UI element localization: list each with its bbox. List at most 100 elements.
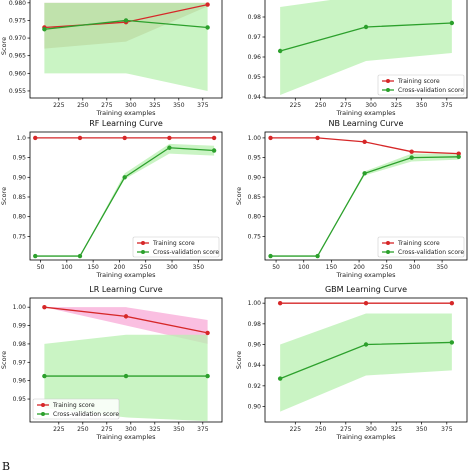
axes-frame — [29, 131, 223, 261]
x-tick-label: 350 — [173, 102, 185, 109]
y-tick-label: 0.96 — [13, 378, 27, 385]
x-tick-label: 225 — [53, 426, 65, 433]
y-tick-label: 0.80 — [13, 214, 27, 221]
y-tick-label: 0.96 — [248, 54, 262, 61]
y-tick-label: 0.99 — [13, 323, 27, 330]
cv-score-band — [280, 0, 452, 95]
x-tick-label: 200 — [353, 264, 365, 271]
axes-frame — [264, 297, 468, 423]
x-axis-label: Training examples — [95, 271, 156, 279]
y-tick-label: 0.90 — [13, 174, 27, 181]
legend-label: Training score — [397, 78, 440, 85]
x-tick-label: 50 — [37, 264, 45, 271]
x-tick-label: 375 — [441, 426, 453, 433]
legend-swatch-marker — [141, 241, 145, 245]
legend: Training score Cross-validation score — [32, 398, 120, 420]
x-tick-label: 300 — [125, 102, 137, 109]
cv-score-point — [456, 154, 461, 160]
training-score-point — [409, 149, 414, 154]
legend-box — [32, 398, 120, 420]
x-tick-label: 275 — [340, 102, 352, 109]
y-tick-label: 1.00 — [248, 135, 262, 142]
x-tick-label: 150 — [326, 264, 338, 271]
y-tick-label: 0.95 — [13, 396, 27, 403]
legend: Training score Cross-validation score — [132, 236, 220, 258]
y-axis-label: Score — [0, 187, 8, 205]
training-score-point — [449, 300, 455, 306]
y-tick-label: 0.95 — [248, 74, 262, 81]
y-tick-label: 0.960 — [9, 70, 26, 77]
x-tick-label: 300 — [125, 426, 137, 433]
training-score-point — [77, 135, 83, 141]
x-tick-label: 350 — [193, 264, 205, 271]
legend-label: Training score — [152, 240, 195, 247]
axes-frame — [264, 0, 468, 99]
legend-swatch-marker — [386, 88, 390, 92]
training-score-point — [33, 135, 38, 141]
x-tick-label: 375 — [197, 426, 209, 433]
legend-box — [132, 236, 220, 258]
cv-score-point — [167, 145, 172, 150]
cv-score-point — [363, 342, 369, 347]
y-axis-label: Score — [0, 351, 8, 369]
cv-score-point — [205, 25, 210, 30]
y-axis-label: Score — [235, 351, 243, 369]
plot-area — [277, 0, 455, 95]
training-score-band — [44, 307, 208, 344]
y-tick-label: 0.98 — [248, 14, 262, 21]
x-tick-label: 300 — [365, 426, 377, 433]
x-tick-label: 300 — [166, 264, 178, 271]
x-tick-label: 375 — [441, 102, 453, 109]
legend-swatch-marker — [41, 403, 45, 407]
chart-title: GBM Learning Curve — [325, 285, 407, 294]
legend-swatch-marker — [386, 250, 390, 254]
legend-swatch-marker — [41, 412, 45, 416]
y-tick-label: 0.85 — [248, 194, 262, 201]
training-score-point — [277, 300, 283, 306]
x-tick-label: 150 — [87, 264, 99, 271]
chart-panel-3: 50 100 150 200 250 300 350 0.75 0.80 0.85 0.90 0.95… — [0, 119, 223, 279]
x-axis-label: Training examples — [335, 433, 396, 441]
legend-label: Training score — [397, 240, 440, 247]
y-tick-label: 0.955 — [9, 88, 26, 95]
y-tick-label: 0.94 — [248, 362, 262, 369]
y-axis-label: Score — [235, 187, 243, 205]
chart-title: LR Learning Curve — [89, 285, 163, 294]
cv-score-point — [268, 253, 273, 259]
y-tick-label: 0.94 — [248, 94, 262, 101]
legend: Training score Cross-validation score — [377, 236, 464, 258]
training-score-point — [42, 304, 47, 310]
x-tick-label: 250 — [77, 426, 89, 433]
y-tick-label: 0.98 — [248, 321, 262, 328]
x-tick-label: 300 — [409, 264, 421, 271]
cv-score-band — [280, 313, 452, 412]
y-tick-label: 0.98 — [13, 341, 27, 348]
y-tick-label: 0.975 — [9, 17, 26, 24]
training-score-point — [315, 135, 320, 141]
x-tick-label: 350 — [436, 264, 448, 271]
x-tick-label: 250 — [140, 264, 152, 271]
y-tick-label: 1.00 — [13, 304, 27, 311]
y-tick-label: 0.95 — [13, 155, 27, 162]
legend: Training score Cross-validation score — [377, 74, 464, 96]
x-tick-label: 350 — [173, 426, 185, 433]
chart-panel-1: 225 250 275 300 325 350 375 0.955 0.960 0.965 0.97… — [0, 0, 223, 117]
x-tick-label: 200 — [114, 264, 126, 271]
training-score-point — [167, 135, 172, 141]
cv-score-point — [42, 373, 47, 379]
y-axis-label: Score — [0, 37, 8, 55]
plot-area — [277, 300, 455, 412]
x-tick-label: 250 — [315, 102, 327, 109]
cv-score-point — [362, 171, 367, 176]
x-tick-label: 250 — [381, 264, 393, 271]
cv-score-point — [363, 24, 369, 30]
x-tick-label: 350 — [416, 102, 428, 109]
training-score-point — [456, 151, 461, 156]
x-tick-label: 50 — [272, 264, 280, 271]
legend-label: Cross-validation score — [153, 249, 219, 256]
legend-swatch-marker — [386, 241, 390, 245]
training-score-point — [362, 139, 367, 145]
plot-area — [33, 135, 217, 259]
cv-score-point — [205, 373, 210, 379]
